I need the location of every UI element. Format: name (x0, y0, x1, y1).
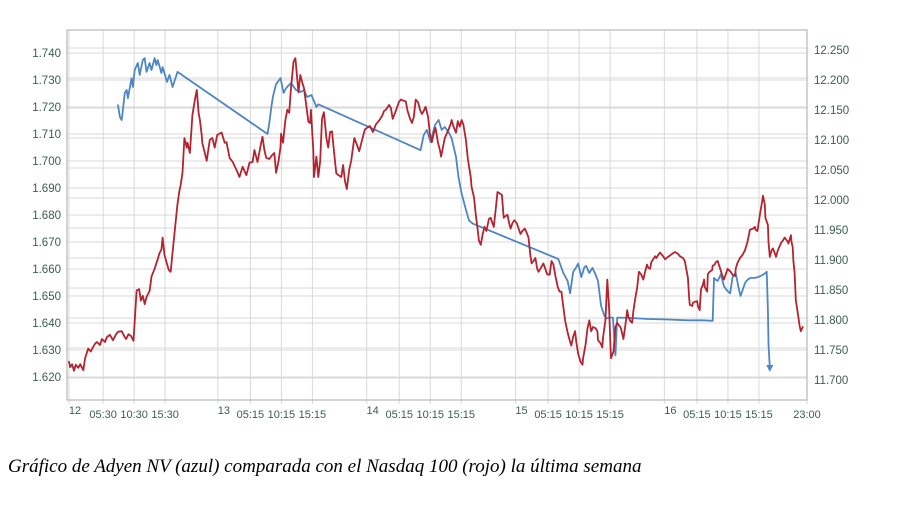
svg-text:10:15: 10:15 (268, 409, 296, 421)
svg-text:15:15: 15:15 (745, 409, 773, 421)
nasdaq-series-line (68, 57, 804, 372)
plot-border (66, 29, 808, 401)
svg-text:23:00: 23:00 (793, 409, 821, 421)
svg-text:10:15: 10:15 (565, 409, 593, 421)
svg-text:1.690: 1.690 (32, 183, 61, 195)
svg-text:11.950: 11.950 (814, 225, 848, 237)
svg-text:1.740: 1.740 (32, 48, 61, 60)
svg-text:13: 13 (218, 405, 230, 417)
svg-text:1.700: 1.700 (32, 156, 61, 168)
chart-caption: Gráfico de Adyen NV (azul) comparada con… (8, 456, 642, 477)
svg-text:05:15: 05:15 (534, 409, 562, 421)
svg-text:1.710: 1.710 (32, 129, 61, 141)
adyen-series-line (117, 57, 771, 368)
svg-text:15: 15 (515, 405, 527, 417)
svg-text:05:15: 05:15 (683, 409, 711, 421)
svg-text:05:30: 05:30 (89, 409, 117, 421)
arrow-down-icon (766, 365, 774, 373)
svg-text:11.850: 11.850 (814, 285, 848, 297)
svg-text:1.720: 1.720 (32, 102, 61, 114)
svg-text:1.630: 1.630 (32, 345, 61, 357)
y-axis-right-labels: 12.250 12.200 12.150 12.100 12.050 12.000 11.9… (814, 45, 849, 387)
gridlines (67, 30, 808, 404)
svg-text:15:30: 15:30 (151, 409, 179, 421)
svg-text:12.250: 12.250 (814, 45, 849, 57)
svg-text:11.800: 11.800 (814, 315, 848, 327)
svg-text:15:15: 15:15 (596, 409, 624, 421)
svg-text:05:15: 05:15 (237, 409, 265, 421)
svg-text:12.050: 12.050 (814, 165, 849, 177)
price-comparison-chart-svg: 1.740 1.730 1.720 1.710 1.700 1.690 1.680 1.670… (32, 29, 849, 421)
svg-text:1.650: 1.650 (32, 291, 61, 303)
x-axis-labels: 12 05:30 10:30 15:30 13 05:15 10:15 15:15 14 05:1… (69, 405, 821, 421)
svg-text:15:15: 15:15 (447, 409, 475, 421)
svg-text:15:15: 15:15 (299, 409, 327, 421)
svg-text:10:30: 10:30 (120, 409, 148, 421)
y-axis-left-labels: 1.740 1.730 1.720 1.710 1.700 1.690 1.680 1.670… (32, 48, 61, 384)
comparison-chart: 1.740 1.730 1.720 1.710 1.700 1.690 1.680 1.670… (32, 29, 849, 421)
svg-text:16: 16 (664, 405, 676, 417)
svg-text:1.670: 1.670 (32, 237, 61, 249)
svg-text:12.100: 12.100 (814, 135, 849, 147)
svg-text:1.660: 1.660 (32, 264, 61, 276)
svg-text:1.620: 1.620 (32, 372, 61, 384)
svg-text:1.730: 1.730 (32, 75, 61, 87)
svg-text:05:15: 05:15 (385, 409, 413, 421)
svg-text:1.680: 1.680 (32, 210, 61, 222)
svg-text:11.750: 11.750 (814, 345, 848, 357)
svg-text:11.700: 11.700 (814, 375, 848, 387)
svg-text:11.900: 11.900 (814, 255, 848, 267)
svg-text:12.200: 12.200 (814, 75, 849, 87)
svg-text:14: 14 (367, 405, 379, 417)
svg-text:10:15: 10:15 (714, 409, 742, 421)
svg-text:12.150: 12.150 (814, 105, 849, 117)
svg-text:12: 12 (69, 405, 81, 417)
svg-text:10:15: 10:15 (416, 409, 444, 421)
svg-text:12.000: 12.000 (814, 195, 849, 207)
svg-text:1.640: 1.640 (32, 318, 61, 330)
